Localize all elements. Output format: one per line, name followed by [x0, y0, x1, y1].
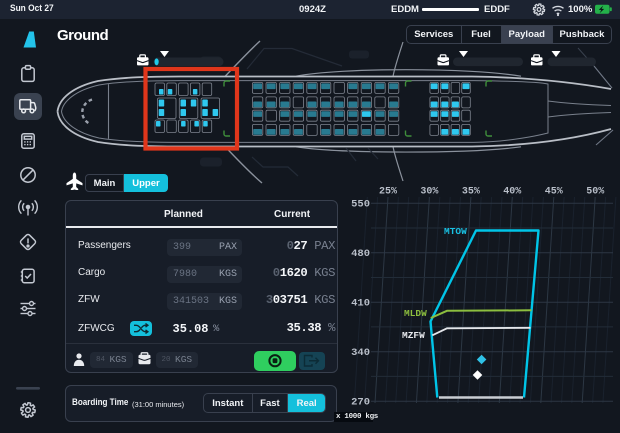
svg-text:50%: 50% — [586, 186, 604, 197]
svg-text:25%: 25% — [379, 186, 397, 197]
svg-text:30%: 30% — [420, 186, 438, 197]
svg-text:MTOW: MTOW — [444, 226, 467, 237]
svg-text:550: 550 — [351, 198, 370, 210]
svg-text:40%: 40% — [503, 186, 521, 197]
svg-text:480: 480 — [351, 248, 370, 260]
svg-text:410: 410 — [351, 297, 370, 309]
svg-text:340: 340 — [351, 347, 370, 359]
svg-text:MZFW: MZFW — [402, 330, 425, 341]
svg-text:45%: 45% — [545, 186, 563, 197]
svg-text:MLDW: MLDW — [404, 308, 427, 319]
svg-text:270: 270 — [351, 396, 370, 408]
svg-text:35%: 35% — [462, 186, 480, 197]
